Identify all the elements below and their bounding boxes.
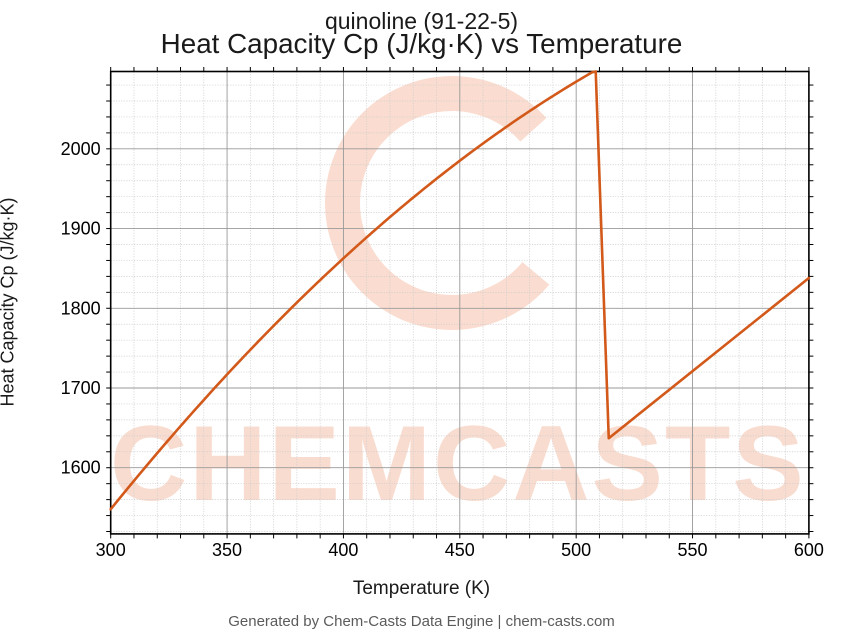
svg-text:350: 350 [212, 540, 242, 560]
svg-text:1700: 1700 [61, 378, 101, 398]
svg-text:300: 300 [96, 540, 126, 560]
svg-text:1600: 1600 [61, 458, 101, 478]
svg-text:500: 500 [561, 540, 591, 560]
svg-text:CHEMCASTS: CHEMCASTS [110, 403, 806, 523]
svg-text:450: 450 [445, 540, 475, 560]
svg-text:400: 400 [328, 540, 358, 560]
svg-text:550: 550 [678, 540, 708, 560]
svg-text:1800: 1800 [61, 298, 101, 318]
svg-text:2000: 2000 [61, 139, 101, 159]
svg-text:600: 600 [794, 540, 824, 560]
svg-text:1900: 1900 [61, 219, 101, 239]
